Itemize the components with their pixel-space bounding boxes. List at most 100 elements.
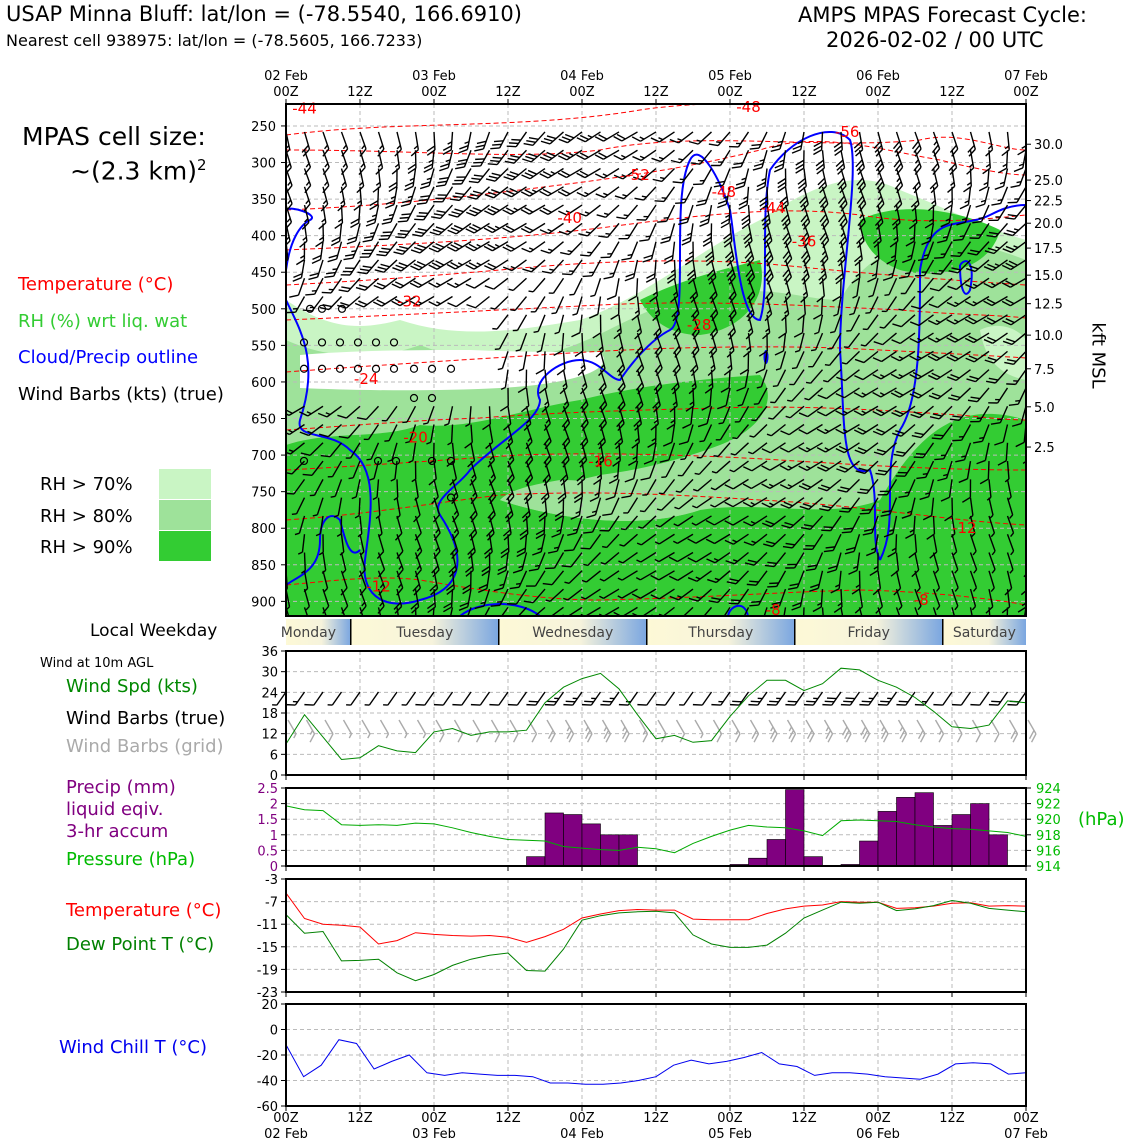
wind-barb (554, 314, 565, 335)
barb-shaft (821, 204, 830, 223)
barb-half (548, 248, 553, 252)
wind-barb (557, 149, 583, 161)
wind-barb (467, 186, 490, 200)
barb-shaft (529, 241, 546, 253)
wind-barb (791, 131, 805, 154)
wind-barb (433, 186, 454, 203)
barb-flag (315, 240, 324, 248)
legend-barbs: Wind Barbs (kts) (true) (18, 384, 224, 405)
wind-barb (484, 277, 509, 290)
calm-circle (427, 364, 437, 373)
barb-flag (839, 465, 849, 471)
barb-flag (475, 733, 482, 743)
barb-flag (748, 276, 756, 285)
barb-flag (893, 199, 901, 208)
wind-barb-grid (712, 719, 723, 743)
barb-half (288, 449, 294, 453)
barb-shaft (496, 314, 509, 330)
wind-panel-ytick-label: 30 (261, 666, 278, 681)
wind-barb (910, 405, 934, 419)
barb-half (821, 250, 826, 256)
barb-flag (798, 485, 808, 491)
barb-flag (1013, 167, 1024, 173)
barb-shaft (371, 223, 380, 241)
barb-flag (437, 180, 448, 184)
barb-shaft (969, 150, 975, 169)
barb-shaft (840, 259, 844, 278)
wind-barb (877, 479, 898, 496)
barb-flag (873, 141, 882, 149)
barb-half (1007, 496, 1012, 501)
barb-half (654, 541, 660, 545)
barb-flag (328, 254, 338, 259)
wind-barb (916, 460, 935, 480)
barb-half (569, 270, 574, 273)
barb-shaft (473, 259, 490, 270)
barb-half (810, 349, 816, 352)
barb-flag (561, 188, 571, 195)
cross-section-area (286, 104, 1026, 616)
barb-shaft (988, 552, 996, 570)
wind-barb (632, 167, 657, 181)
barb-flag (690, 162, 701, 165)
barb-shaft (880, 387, 897, 398)
title-right-2: 2026-02-02 / 00 UTC (826, 28, 1044, 52)
barb-flag (745, 268, 753, 278)
barb-shaft (753, 552, 768, 566)
barb-flag (312, 254, 322, 261)
wind-barb-grid (731, 719, 741, 743)
barb-flag (446, 282, 456, 289)
wind-barb (696, 442, 713, 459)
barb-shaft (650, 241, 657, 260)
barb-shaft (529, 204, 546, 215)
bottom-date-label: 04 Feb (560, 1127, 604, 1140)
barb-shaft (642, 515, 657, 529)
wind-barb-true (914, 691, 935, 706)
barb-flag (895, 148, 903, 157)
wind-barb (983, 295, 1008, 307)
barb-flag (415, 703, 425, 706)
barb-flag (542, 171, 552, 177)
wind-barb (583, 552, 602, 567)
barb-flag (628, 295, 637, 302)
wind-barb (661, 460, 676, 478)
barb-half (414, 496, 419, 501)
wind-barb (497, 552, 509, 576)
wind-barb (348, 460, 361, 480)
barb-flag (947, 376, 957, 382)
barb-half (729, 346, 734, 351)
barb-flag (859, 512, 870, 515)
barb-half (453, 510, 458, 515)
barb-half (572, 528, 578, 532)
barb-shaft (286, 497, 287, 513)
barb-shaft (388, 424, 398, 441)
barb-flag (507, 603, 517, 605)
barb-flag (932, 413, 943, 417)
barb-shaft (567, 131, 583, 144)
wind-barb (965, 350, 990, 363)
barb-half (615, 456, 621, 461)
barb-flag (634, 400, 643, 409)
barb-flag (286, 311, 296, 314)
wind-barb-true (988, 691, 1009, 706)
barb-half (305, 181, 310, 186)
barb-shaft (537, 314, 546, 332)
wind-barb-true (544, 691, 565, 706)
barb-shaft (969, 588, 977, 607)
barb-flag (836, 163, 845, 171)
barb-flag (724, 501, 734, 508)
barb-flag (1028, 730, 1035, 740)
wind-barb (620, 515, 639, 531)
barb-shaft (450, 131, 454, 150)
pressure-tick-label: 600 (251, 376, 276, 391)
barb-half (528, 290, 534, 293)
wind-barb (299, 405, 324, 417)
barb-flag (347, 236, 357, 241)
barb-half (476, 243, 482, 248)
barb-shaft (286, 332, 287, 348)
barb-flag (895, 475, 906, 477)
barb-half (714, 577, 720, 581)
wind-barb (309, 479, 324, 497)
barb-half (727, 364, 732, 369)
barb-half (824, 363, 830, 366)
